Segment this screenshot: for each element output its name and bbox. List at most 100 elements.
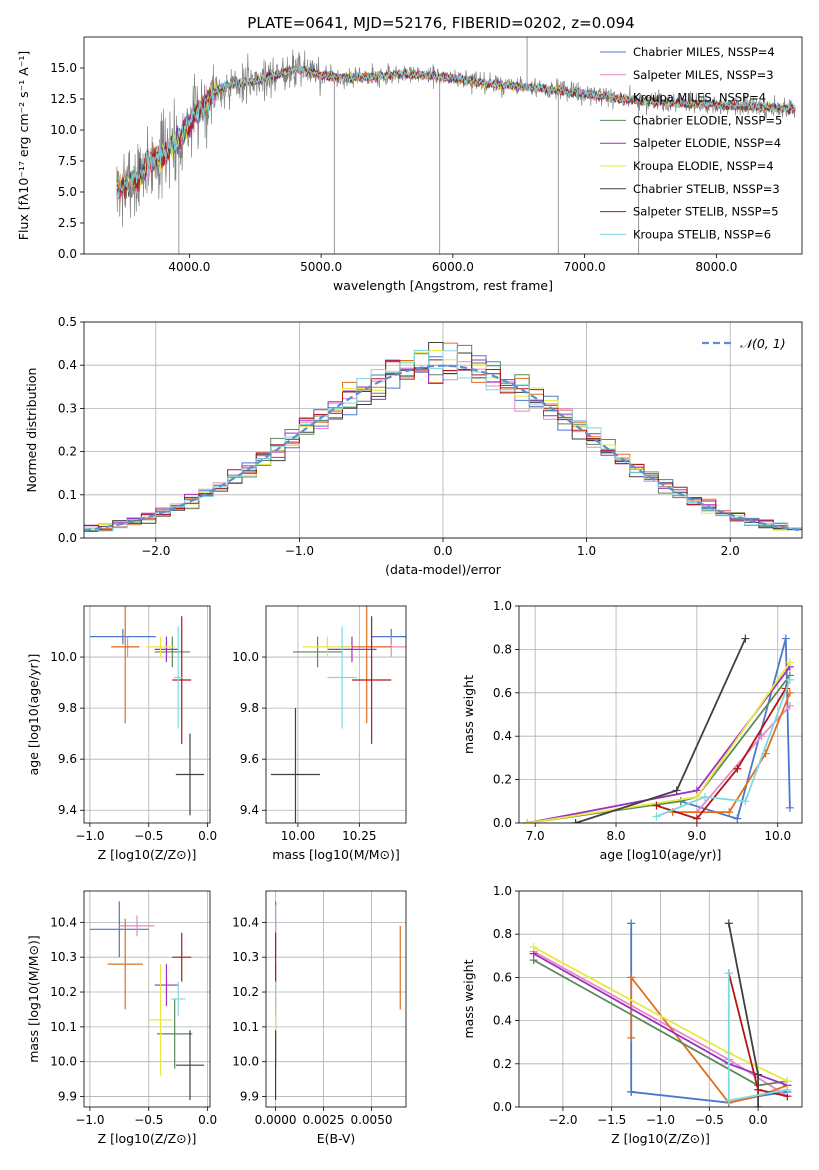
x-axis-label: Z [log10(Z/Z⊙)] [98, 1131, 197, 1146]
x-tick-label: 7.0 [526, 829, 545, 843]
y-tick-label: 9.6 [240, 752, 259, 766]
y-tick-label: 10.0 [50, 123, 77, 137]
mass-weight-point [733, 764, 742, 773]
plot-area [84, 342, 802, 532]
mass-weight-point [785, 675, 794, 684]
mass-weight-point [692, 814, 701, 823]
x-tick-label: 10.25 [342, 829, 376, 843]
y-tick-label: 0.2 [493, 1057, 512, 1071]
mass-weight-point [785, 803, 794, 812]
y-tick-label: 0.4 [493, 1014, 512, 1028]
mass-weight-point [627, 919, 636, 928]
x-tick-label: 1.0 [577, 544, 596, 558]
y-tick-label: 1.0 [493, 599, 512, 613]
mass-weight-series-line [672, 692, 791, 813]
mass-weight-point [785, 688, 794, 697]
y-tick-label: 15.0 [50, 61, 77, 75]
mass-weight-point [724, 919, 733, 928]
mass-weight-point [523, 819, 532, 823]
mass-weight-point [652, 801, 661, 810]
plot-area [270, 606, 406, 823]
y-tick-label: 10.1 [232, 1020, 259, 1034]
y-tick-label: 0.8 [493, 642, 512, 656]
x-tick-label: 0.0 [433, 544, 452, 558]
figure-title: PLATE=0641, MJD=52176, FIBERID=0202, z=0… [247, 14, 634, 32]
x-axis-label: Z [log10(Z/Z⊙)] [98, 847, 197, 862]
plot-frame [518, 605, 803, 824]
y-tick-label: 9.9 [58, 1090, 77, 1104]
y-tick-label: 0.4 [58, 358, 77, 372]
y-tick-label: 0.6 [493, 686, 512, 700]
mass-weight-series-line [656, 679, 791, 818]
y-tick-label: 9.6 [58, 752, 77, 766]
legend-entry: Chabrier MILES, NSSP=4 [633, 45, 775, 59]
x-tick-label: 6000.0 [432, 260, 474, 274]
y-tick-label: 0.5 [58, 315, 77, 329]
y-tick-label: 1.0 [493, 884, 512, 898]
y-tick-label: 9.8 [240, 701, 259, 715]
x-tick-label: −1.0 [75, 829, 104, 843]
legend-entry: Salpeter MILES, NSSP=3 [633, 68, 774, 82]
x-tick-label: 7000.0 [564, 260, 606, 274]
mass-weight-point [529, 943, 538, 952]
y-tick-label: 10.3 [232, 950, 259, 964]
x-axis-label: age [log10(age/yr)] [600, 847, 722, 862]
y-tick-label: 10.2 [50, 985, 77, 999]
legend-entry: Kroupa MILES, NSSP=4 [633, 91, 766, 105]
y-tick-label: 0.0 [58, 247, 77, 261]
chart-mass-vs-EBV: 0.0000 0.0025 0.0050 9.9 10.0 10.1 10.2 10.3 10.… [232, 890, 407, 1146]
plot-area [116, 37, 796, 254]
x-tick-label: 2.0 [721, 544, 740, 558]
x-tick-label: 0.0000 [255, 1113, 297, 1127]
y-tick-label: 9.4 [240, 803, 259, 817]
mass-weight-point [754, 1070, 763, 1079]
y-tick-label: 10.2 [232, 985, 259, 999]
y-tick-label: 0.6 [493, 970, 512, 984]
plot-frame [265, 605, 407, 824]
x-tick-label: 0.0 [749, 1113, 768, 1127]
mass-weight-point [724, 1096, 733, 1105]
chart-residuals: 𝒩(0, 1) −2.0 −1.0 0.0 1.0 2.0 0.0 0.1 0.2 0.3 0.4 0… [24, 315, 803, 577]
legend-entry: 𝒩(0, 1) [740, 336, 786, 351]
legend-entry: Kroupa ELODIE, NSSP=4 [633, 159, 774, 173]
chart-spectrum: Chabrier MILES, NSSP=4 Salpeter MILES, NS… [16, 36, 803, 293]
mass-weight-point [725, 808, 734, 817]
y-tick-label: 0.3 [58, 401, 77, 415]
mass-weight-point [627, 973, 636, 982]
mass-weight-point [785, 701, 794, 710]
x-tick-label: −1.0 [285, 544, 314, 558]
y-tick-label: 0.4 [493, 729, 512, 743]
y-tick-label: 9.9 [240, 1090, 259, 1104]
mass-weight-point [627, 1087, 636, 1096]
x-axis-label: Z [log10(Z/Z⊙)] [611, 1131, 710, 1146]
plot-area [274, 901, 401, 1101]
y-axis-label: mass [log10(M/M⊙)] [26, 935, 41, 1063]
y-tick-label: 10.0 [232, 1055, 259, 1069]
x-axis-label: mass [log10(M/M⊙)] [272, 847, 400, 862]
y-axis-label: Flux [fλ10⁻¹⁷ erg cm⁻² s⁻¹ A⁻¹] [16, 51, 31, 240]
y-axis-label: age [log10(age/yr)] [26, 654, 41, 776]
plot-frame [83, 36, 803, 255]
x-tick-label: 0.0025 [303, 1113, 345, 1127]
mass-weight-point [754, 1103, 763, 1107]
chart-age-vs-Z: −1.0 −0.5 0.0 9.4 9.6 9.8 10.0 Z [log10(Z/Z⊙)] a… [26, 605, 217, 862]
y-tick-label: 10.0 [50, 1055, 77, 1069]
y-tick-label: 10.3 [50, 950, 77, 964]
plot-frame [83, 890, 211, 1108]
y-axis-label: Normed distribution [24, 368, 39, 493]
x-tick-label: −2.0 [548, 1113, 577, 1127]
plot-frame [83, 605, 211, 824]
legend-entry: Salpeter ELODIE, NSSP=4 [633, 136, 781, 150]
y-tick-label: 0.0 [493, 1100, 512, 1114]
mass-weight-point [672, 786, 681, 795]
mass-weight-point [627, 1033, 636, 1042]
x-axis-label: wavelength [Angstrom, rest frame] [333, 278, 553, 293]
x-tick-label: 9.0 [687, 829, 706, 843]
y-tick-label: 9.4 [58, 803, 77, 817]
x-tick-label: 8000.0 [695, 260, 737, 274]
mass-weight-series-line [656, 688, 787, 820]
mass-weight-point [781, 634, 790, 643]
y-tick-label: 12.5 [50, 92, 77, 106]
legend-entry: Salpeter STELIB, NSSP=5 [633, 205, 779, 219]
y-axis-label: mass weight [461, 675, 476, 754]
